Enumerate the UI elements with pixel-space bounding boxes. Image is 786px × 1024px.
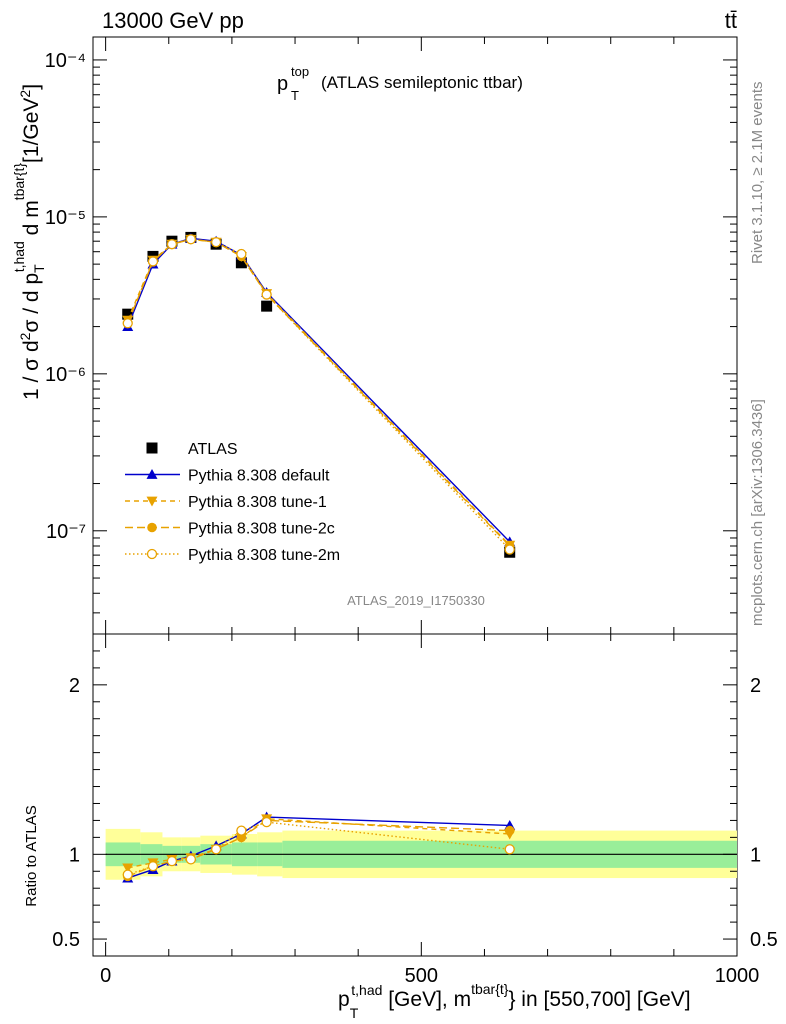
data-point <box>261 300 273 312</box>
data-point <box>122 318 133 329</box>
ratio-panel-frame <box>92 633 738 957</box>
legend-marker <box>146 496 158 507</box>
ratio-y-tick-label: 1 <box>69 844 80 866</box>
ratio-y-tick-label: 2 <box>750 675 761 697</box>
ratio-point <box>122 863 134 874</box>
svg-text:pTt,had [GeV], mtbar{t}} in [5: pTt,had [GeV], mtbar{t}} in [550,700] [G… <box>338 981 691 1021</box>
series-line <box>127 238 511 550</box>
plot-title-base: p <box>277 73 288 95</box>
svg-text:1 / σ d2σ / d pTt,had d mtbar{: 1 / σ d2σ / d pTt,had d mtbar{t}[1/GeV2] <box>11 84 47 400</box>
ratio-point <box>504 825 515 836</box>
series-layer <box>122 231 516 883</box>
legend-marker <box>146 442 158 454</box>
ratio-point <box>210 844 222 855</box>
data-point <box>504 544 515 555</box>
y-axis-label-bottom: Ratio to ATLAS <box>23 805 40 906</box>
legend-label: Pythia 8.308 tune-2m <box>188 547 340 564</box>
header-right: tt̄ <box>725 8 737 33</box>
x-tick-label: 0 <box>100 965 111 987</box>
header-left: 13000 GeV pp <box>102 8 244 33</box>
data-point <box>185 234 197 245</box>
y-tick-label: 10⁻⁶ <box>45 364 86 386</box>
data-point <box>236 248 247 260</box>
x-axis-label: pTt,had [GeV], mtbar{t}} in [550,700] [G… <box>338 981 691 1021</box>
ratio-point <box>166 855 178 867</box>
x-tick-label: 500 <box>405 965 438 987</box>
plot-title: p top T (ATLAS semileptonic ttbar) <box>277 64 523 103</box>
legend-label: Pythia 8.308 default <box>188 468 330 485</box>
ratio-point <box>122 869 133 880</box>
ratio-point <box>147 861 159 872</box>
y-tick-label: 10⁻⁴ <box>45 50 86 72</box>
data-point <box>147 256 159 267</box>
ratio-point <box>236 825 247 836</box>
top-panel-frame <box>92 36 738 635</box>
ratio-y-tick-label: 1 <box>750 844 761 866</box>
plot-title-sub: T <box>291 88 299 103</box>
legend-marker <box>147 522 157 533</box>
mcplots-label: mcplots.cern.ch [arXiv:1306.3436] <box>749 399 766 626</box>
legend: ATLAS Pythia 8.308 default Pythia 8.308 tu… <box>125 441 340 564</box>
ratio-point <box>185 854 197 865</box>
rivet-label: Rivet 3.1.10, ≥ 2.1M events <box>749 82 766 265</box>
y-tick-label: 10⁻⁷ <box>46 521 86 543</box>
y-tick-label: 10⁻⁵ <box>45 207 86 229</box>
ratio-y-tick-label: 0.5 <box>750 929 778 951</box>
y-axis-label-top: 1 / σ d2σ / d pTt,had d mtbar{t}[1/GeV2] <box>11 84 47 400</box>
ratio-y-tick-label: 0.5 <box>52 929 80 951</box>
ratio-point <box>504 844 515 855</box>
axes-ticks: 0 500 1000 10⁻⁷ 10⁻⁶ 10⁻⁵ 10⁻⁴ 0.5 0.5 1 1 2 2 <box>45 37 778 987</box>
data-point <box>235 257 247 269</box>
ratio-point <box>261 816 272 828</box>
data-point <box>122 308 134 320</box>
legend-marker <box>146 548 158 560</box>
x-tick-label: 1000 <box>715 965 760 987</box>
data-point <box>166 239 178 250</box>
plot-title-sup: top <box>291 64 309 79</box>
legend-label: ATLAS <box>188 441 238 458</box>
data-point <box>210 237 222 248</box>
analysis-watermark: ATLAS_2019_I1750330 <box>347 593 485 608</box>
legend-label: Pythia 8.308 tune-1 <box>188 494 327 511</box>
data-point <box>261 289 272 300</box>
legend-label: Pythia 8.308 tune-2c <box>188 521 335 538</box>
legend-marker <box>146 469 158 479</box>
ratio-y-tick-label: 2 <box>69 675 80 697</box>
plot-title-rest: (ATLAS semileptonic ttbar) <box>321 73 523 92</box>
